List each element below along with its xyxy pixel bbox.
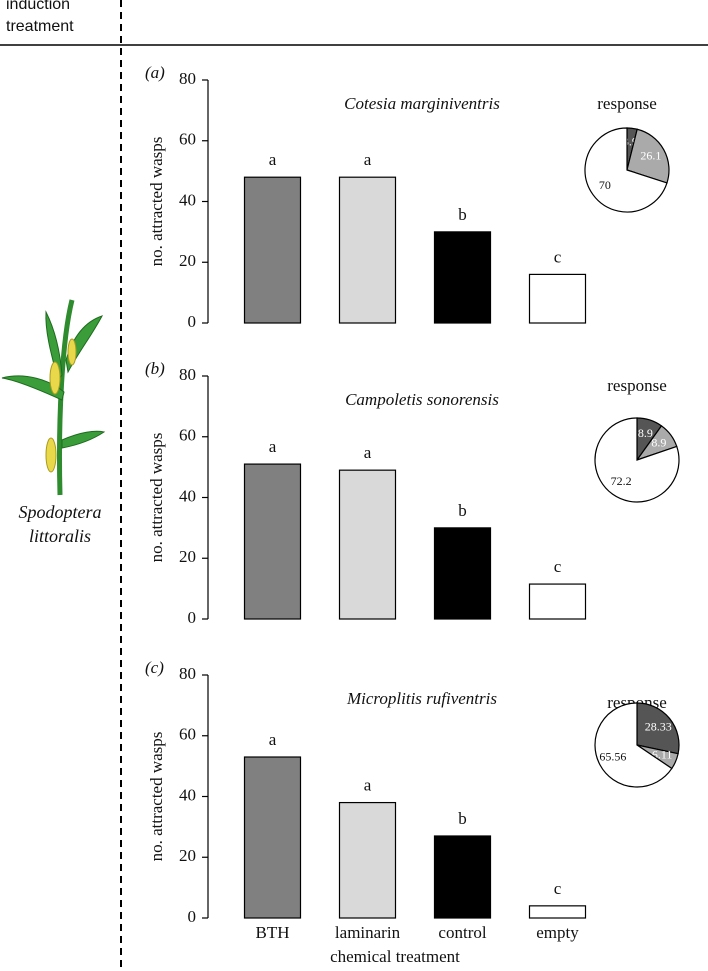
chart-title: Campoletis sonorensis [345,390,499,409]
treatment-label: Spodoptera littoralis [18,502,102,546]
y-tick-label: 80 [179,664,196,683]
y-tick-label: 20 [179,251,196,270]
chart-title: Cotesia marginiventris [344,94,500,113]
y-axis-label: no. attracted wasps [147,137,166,267]
bar [243,176,302,324]
bar-annotation: c [554,247,562,266]
bar-annotation: c [554,557,562,576]
bar-annotation: a [364,150,372,169]
bar-annotation: a [269,730,277,749]
y-tick-label: 40 [179,190,196,209]
y-tick-label: 0 [188,907,197,926]
bar [433,527,492,620]
bar-annotation: b [458,205,467,224]
x-axis-label: chemical treatment [330,947,460,966]
pie-title: response [597,94,656,113]
bar [528,905,587,919]
y-axis-label: no. attracted wasps [147,732,166,862]
x-tick-label: BTH [256,923,290,942]
pie-value-label: 8.9 [651,435,666,449]
panel-label: (a) [145,63,165,82]
y-tick-label: 40 [179,785,196,804]
bar [433,835,492,919]
pie-value-label: 70 [599,178,611,192]
pie-slice [594,417,680,503]
y-tick-label: 40 [179,486,196,505]
bar-annotation: b [458,809,467,828]
bar [528,273,587,324]
bar-annotation: a [269,150,277,169]
bar [243,463,302,620]
pie-slice [594,702,673,788]
pie-slice [626,128,670,184]
y-tick-label: 0 [188,608,197,627]
x-tick-label: control [438,923,486,942]
bar-annotation: b [458,501,467,520]
bar-annotation: a [269,437,277,456]
bar-annotation: c [554,879,562,898]
y-axis-label: no. attracted wasps [147,433,166,563]
bar [338,801,397,919]
x-tick-label: empty [536,923,579,942]
panel-label: (b) [145,359,165,378]
pie-slice [636,702,680,755]
pie-value-label: 8.9 [638,426,653,440]
bar-annotation: a [364,775,372,794]
panel-label: (c) [145,658,164,677]
y-tick-label: 80 [179,365,196,384]
bar [338,469,397,620]
plant [1,299,106,496]
chart-title: Microplitis rufiventris [346,689,497,708]
pie-value-label: 26.1 [640,149,661,163]
y-tick-label: 0 [188,312,197,331]
y-tick-label: 20 [179,547,196,566]
y-tick-label: 80 [179,69,196,88]
bar [338,176,397,324]
pie-value-label: 65.56 [599,750,626,764]
y-tick-label: 60 [179,130,196,149]
pie-value-label: 72.2 [611,474,632,488]
y-tick-label: 60 [179,725,196,744]
pie-title: response [607,376,666,395]
header-label: induction treatment [6,0,74,35]
bar [433,231,492,324]
y-tick-label: 20 [179,846,196,865]
pie-value-label: 28.33 [645,720,672,734]
bar [243,756,302,919]
y-tick-label: 60 [179,426,196,445]
bar [528,583,587,620]
pie-slice [584,127,668,213]
bar-annotation: a [364,443,372,462]
x-tick-label: laminarin [335,923,401,942]
